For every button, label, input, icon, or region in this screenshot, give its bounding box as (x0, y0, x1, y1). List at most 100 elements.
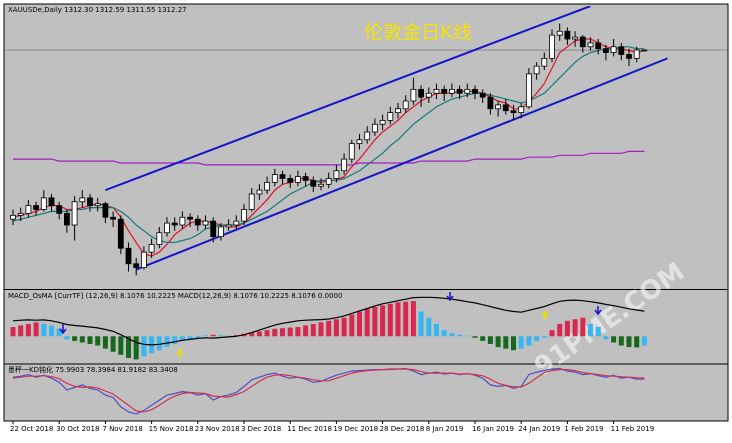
histogram-bar (25, 323, 31, 337)
candle-body (110, 216, 116, 220)
histogram-bar (634, 336, 640, 348)
candle-body (133, 263, 140, 269)
candle-body (125, 247, 132, 265)
histogram-bar (118, 336, 124, 355)
candle-body (40, 197, 47, 210)
x-tick-label: 22 Oct 2018 (10, 425, 53, 433)
candle-body (264, 181, 271, 191)
histogram-bar (126, 336, 131, 358)
histogram-bar (210, 334, 216, 337)
histogram-bar (395, 302, 401, 337)
histogram-bar (557, 323, 563, 337)
histogram-bar (603, 336, 609, 340)
macd-label: MACD_OsMA [CurrTF] (12,26,9) 8.1076 10.2… (8, 292, 342, 300)
candle-body (402, 100, 409, 110)
indicator-line (12, 296, 645, 346)
candle-body (71, 201, 78, 226)
histogram-bar (372, 306, 378, 337)
candle-body (533, 65, 540, 75)
histogram-bar (349, 314, 355, 337)
histogram-bar (364, 308, 370, 337)
histogram-bar (49, 325, 54, 337)
candle-body (248, 193, 255, 210)
x-tick-label: 15 Nov 2018 (149, 425, 194, 433)
histogram-bar (472, 336, 478, 338)
candle-body (510, 110, 517, 114)
candle-body (187, 216, 194, 220)
x-tick-label: 28 Dec 2018 (380, 425, 425, 433)
candle-body (579, 36, 586, 48)
histogram-bar (426, 317, 432, 337)
histogram-bar (341, 317, 347, 337)
histogram-bar (79, 336, 85, 343)
candle-body (279, 174, 286, 179)
histogram-bar (287, 327, 293, 337)
candle-body (564, 30, 571, 40)
histogram-bar (518, 336, 524, 349)
histogram-bar (403, 301, 409, 337)
histogram-bar (580, 317, 586, 337)
histogram-bar (380, 305, 386, 337)
candle-body (233, 220, 240, 226)
candle-body (456, 88, 463, 94)
candle-body (433, 88, 440, 94)
histogram-bar (195, 336, 201, 338)
candle-body (117, 218, 124, 249)
histogram-bar (56, 328, 62, 337)
candle-body (225, 224, 232, 228)
signal-arrows (59, 292, 602, 359)
candle-body (626, 54, 632, 59)
histogram-bar (333, 319, 339, 337)
histogram-bar (249, 332, 255, 337)
candle-body (487, 96, 494, 110)
candle-body (171, 222, 178, 226)
candle-body (287, 178, 294, 183)
macd-panel (10, 296, 647, 360)
candle-body (64, 212, 70, 226)
histogram-bar (187, 336, 193, 340)
histogram-bar (641, 336, 647, 346)
candle-body (379, 119, 386, 125)
candle-body (333, 170, 340, 179)
histogram-bar (110, 336, 116, 352)
histogram-bar (172, 336, 178, 344)
candle-body (541, 57, 548, 67)
candle-body (495, 104, 502, 110)
histogram-bar (534, 336, 540, 341)
x-tick-label: 11 Feb 2019 (611, 425, 655, 433)
histogram-bar (33, 322, 39, 337)
candle-body (241, 209, 247, 222)
candle-body (148, 243, 155, 253)
histogram-bar (503, 336, 509, 349)
x-tick-label: 30 Oct 2018 (56, 425, 99, 433)
candle-body (164, 222, 170, 234)
candle-body (202, 220, 209, 226)
x-tick-label: 24 Jan 2019 (518, 425, 560, 433)
candle-body (341, 158, 348, 172)
x-tick-label: 3 Dec 2018 (241, 425, 281, 433)
histogram-bar (133, 336, 139, 360)
histogram-bar (410, 301, 416, 337)
candle-body (518, 106, 525, 114)
candle-body (618, 46, 625, 55)
candle-body (371, 123, 378, 133)
candle-body (271, 174, 278, 183)
histogram-bar (541, 336, 547, 338)
candle-body (364, 131, 371, 141)
x-tick-label: 7 Nov 2018 (102, 425, 142, 433)
histogram-bar (295, 327, 301, 337)
candle-body (294, 176, 301, 183)
candle-body (395, 108, 401, 114)
candle-body (641, 49, 648, 52)
candle-body (418, 88, 425, 98)
histogram-bar (449, 333, 455, 337)
candle-body (256, 189, 263, 195)
candle-body (356, 139, 363, 145)
histogram-bar (303, 325, 309, 337)
candle-body (526, 73, 532, 108)
histogram-bar (64, 336, 70, 340)
x-tick-label: 16 Jan 2019 (472, 425, 514, 433)
candle-body (633, 49, 640, 59)
sell-arrow (594, 306, 602, 316)
